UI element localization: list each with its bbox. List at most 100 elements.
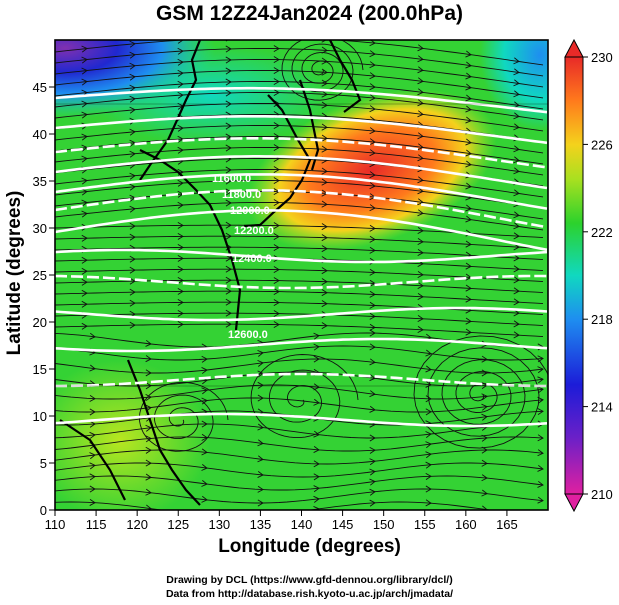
wind-arrow [225, 232, 232, 240]
wind-arrow [513, 167, 520, 175]
wind-arrow [273, 310, 280, 318]
wind-arrow [369, 329, 376, 337]
wind-arrow [513, 276, 520, 284]
wind-arrow [425, 441, 432, 449]
wind-arrow [417, 315, 424, 322]
wind-arrow [513, 123, 520, 131]
wind-arrow [465, 182, 472, 190]
streamline [55, 436, 544, 452]
wind-arrow [273, 321, 280, 329]
wind-arrow [129, 95, 136, 103]
wind-arrow [81, 45, 88, 53]
wind-arrow [537, 496, 544, 504]
wind-arrow [369, 72, 376, 80]
streamline [55, 59, 544, 88]
wind-arrow [89, 332, 96, 340]
wind-arrow [321, 234, 328, 242]
wind-arrow [417, 293, 424, 300]
wind-arrow [201, 448, 208, 456]
wind-arrow [273, 266, 280, 274]
wind-arrow [313, 332, 320, 340]
height-contour-line [55, 115, 548, 145]
wind-arrow [369, 105, 376, 113]
wind-arrow [369, 312, 376, 320]
wind-arrow [257, 381, 264, 389]
wind-arrow [257, 455, 264, 463]
wind-arrow [313, 495, 320, 503]
wind-arrow [465, 160, 472, 168]
contour-labels: 11600.0 11800.0 12000.0 12200.0 12400.0 … [212, 173, 274, 341]
contour-label: 12000.0 [230, 205, 270, 217]
streamline [55, 449, 544, 465]
wind-arrow [537, 464, 544, 472]
height-contour-line [55, 372, 547, 388]
wind-arrow [321, 278, 328, 286]
wind-arrow [89, 420, 96, 428]
height-contour-line [55, 337, 548, 353]
wind-arrow [81, 111, 88, 119]
wind-arrow [225, 133, 232, 141]
wind-arrow [369, 323, 376, 331]
streamline [55, 147, 544, 176]
wind-arrow [417, 132, 424, 140]
wind-arrow [513, 254, 520, 262]
wind-arrow [537, 434, 544, 442]
wind-arrow [369, 127, 376, 135]
wind-arrow [273, 277, 280, 285]
wind-arrow [81, 199, 88, 207]
wind-arrow [129, 84, 136, 92]
wind-arrow [145, 394, 152, 401]
wind-arrow [225, 144, 232, 152]
wind-arrow [273, 233, 280, 241]
wind-arrow [425, 473, 432, 480]
contour-label: 11800.0 [222, 189, 261, 201]
wind-arrow [369, 301, 376, 309]
wind-arrow [273, 56, 280, 64]
wind-arrow [129, 51, 136, 59]
wind-arrow [537, 396, 544, 404]
wind-arrow [513, 57, 520, 65]
wind-arrow [537, 355, 544, 363]
wind-arrow [513, 265, 520, 273]
wind-arrow [273, 288, 280, 296]
wind-arrow [369, 374, 376, 382]
wind-arrow [225, 45, 232, 53]
wind-arrow [129, 172, 136, 180]
wind-arrow [145, 382, 152, 390]
wind-arrow [145, 446, 152, 454]
wind-arrow [201, 420, 208, 428]
x-tick-label: 165 [496, 517, 518, 532]
streamline [55, 81, 544, 110]
colorbar-tick-label: 218 [591, 312, 613, 327]
wind-arrow [225, 177, 232, 185]
wind-arrow [425, 395, 432, 403]
wind-arrow [225, 298, 232, 306]
wind-arrow [321, 300, 328, 308]
wind-arrow [177, 179, 184, 187]
wind-arrow [481, 403, 488, 411]
wind-arrow [481, 489, 488, 497]
credit-data: Data from http://database.rish.kyoto-u.a… [165, 588, 454, 600]
x-axis: 110 115 120 125 130 135 140 145 150 155 160 165 [45, 510, 518, 532]
wind-arrow [89, 452, 96, 460]
wind-arrow [417, 77, 424, 85]
wind-arrow [313, 485, 320, 493]
wind-arrow [369, 61, 376, 69]
wind-arrow [321, 267, 328, 275]
wind-arrow [513, 101, 520, 109]
wind-arrow [129, 222, 136, 230]
wind-arrow [465, 204, 472, 212]
streamline [55, 136, 544, 165]
wind-arrow [321, 200, 328, 208]
height-contour-line [55, 137, 548, 169]
wind-arrow [273, 144, 280, 152]
contour-label: 12600.0 [228, 329, 268, 341]
wind-arrow [145, 339, 152, 347]
wind-arrow [369, 83, 376, 91]
wind-arrow [465, 295, 472, 303]
wind-arrow [481, 459, 488, 467]
wind-arrow [225, 78, 232, 86]
wind-arrow [417, 209, 424, 217]
wind-arrow [177, 265, 184, 273]
streamline [55, 312, 544, 327]
